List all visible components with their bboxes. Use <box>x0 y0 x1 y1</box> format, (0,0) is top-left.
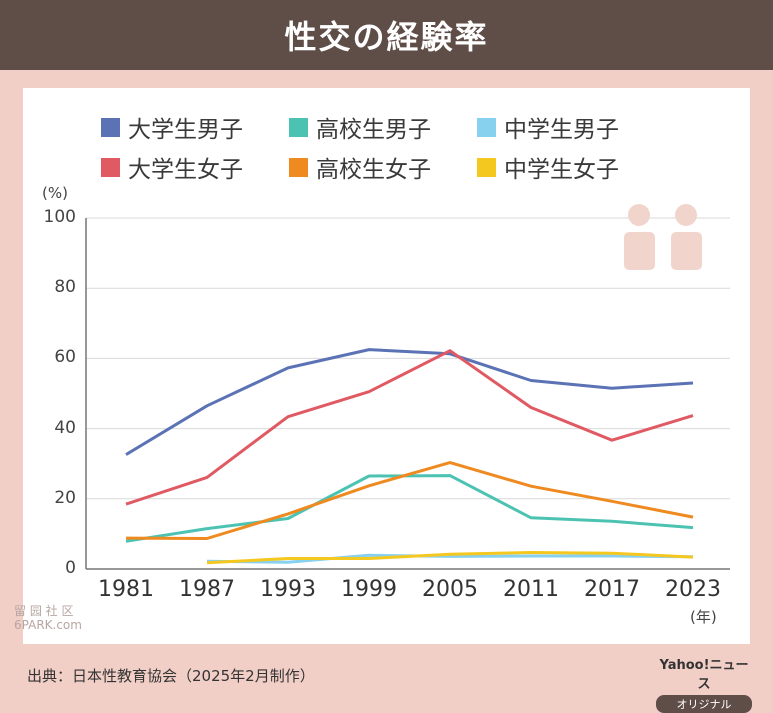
y-tick-label: 80 <box>54 277 76 298</box>
x-tick-label: 2017 <box>584 577 640 602</box>
series-line <box>125 349 694 506</box>
legend-label: 高校生男子 <box>316 117 431 143</box>
y-tick-label: 0 <box>65 558 76 578</box>
watermark: 留 园 社 区 6PARK.com <box>14 604 82 632</box>
two-people-icon <box>624 204 702 270</box>
legend-label: 大学生女子 <box>128 157 243 183</box>
chart-panel <box>23 88 750 644</box>
legend-swatch <box>477 117 496 137</box>
series-line <box>125 461 694 540</box>
legend-swatch <box>477 157 496 177</box>
legend-swatch <box>289 117 308 137</box>
source-note: 出典：日本性教育協会（2025年2月制作） <box>27 667 315 685</box>
legend-item: 大学生男子 <box>101 110 289 144</box>
y-tick-label: 100 <box>43 207 76 227</box>
brand-badge: オリジナル <box>656 695 752 713</box>
legend-item: 中学生女子 <box>477 150 665 184</box>
series-line <box>206 553 694 564</box>
legend-label: 中学生男子 <box>504 117 619 143</box>
x-tick-label: 1981 <box>98 577 154 602</box>
legend-item: 大学生女子 <box>101 150 289 184</box>
x-tick-label: 2011 <box>503 577 559 602</box>
legend-swatch <box>101 117 120 137</box>
legend-item: 高校生男子 <box>289 110 477 144</box>
y-axis-unit: (%) <box>42 184 68 202</box>
x-tick-label: 1987 <box>179 577 235 602</box>
brand-logo: Yahoo!ニュース オリジナル <box>656 654 752 713</box>
chart-legend: 大学生男子 高校生男子 中学生男子大学生女子 高校生女子 中学生女子 <box>101 110 701 183</box>
series-line <box>125 474 694 543</box>
x-tick-label: 1999 <box>341 577 397 602</box>
y-tick-label: 40 <box>54 417 76 438</box>
chart-title: 性交の経験率 <box>0 0 773 70</box>
legend-label: 高校生女子 <box>316 157 431 183</box>
y-tick-label: 60 <box>54 347 76 368</box>
legend-swatch <box>289 157 308 177</box>
series-line <box>125 348 694 456</box>
legend-item: 中学生男子 <box>477 110 665 144</box>
legend-swatch <box>101 157 120 177</box>
x-axis-unit: (年) <box>690 608 717 626</box>
series-line <box>206 551 694 565</box>
x-tick-label: 1993 <box>260 577 316 602</box>
legend-label: 大学生男子 <box>128 117 243 143</box>
x-tick-label: 2023 <box>665 577 721 602</box>
y-tick-label: 20 <box>54 487 76 508</box>
legend-label: 中学生女子 <box>504 157 619 183</box>
x-tick-label: 2005 <box>422 577 478 602</box>
legend-item: 高校生女子 <box>289 150 477 184</box>
